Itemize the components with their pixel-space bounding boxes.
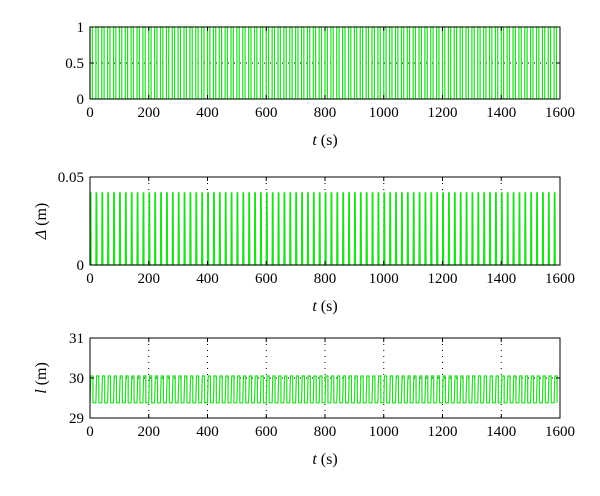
panel-3-xtick-label-1200: 1200 [428, 424, 458, 440]
panel-1-xtick-label-1000: 1000 [369, 105, 399, 121]
panel-3-tick-labels: 0 200 400 600 800 1000 1200 1400 1600 29 30 31 [69, 331, 575, 440]
panel-2-xtick-label-400: 400 [196, 271, 219, 287]
panel-1-xtick-label-800: 800 [314, 105, 337, 121]
panel-2-xtick-label-1600: 1600 [545, 271, 575, 287]
panel-3-xtick-label-600: 600 [255, 424, 278, 440]
panel-3-xlabel: t (s) [312, 451, 337, 468]
panel-1-xlabel: t (s) [312, 132, 337, 149]
panel-1-xtick-label-200: 200 [138, 105, 161, 121]
panel-1-xtick-label-1400: 1400 [486, 105, 516, 121]
panel-2-xtick-label-0: 0 [86, 271, 94, 287]
panel-3-ylabel: l (m) [33, 362, 50, 394]
panel-2-xtick-label-1400: 1400 [486, 271, 516, 287]
panel-2-xlabel: t (s) [312, 298, 337, 315]
panel-3-ytick-label-30: 30 [69, 371, 84, 387]
panel-2-tick-labels: 0 200 400 600 800 1000 1200 1400 1600 0 0.05 [58, 170, 575, 287]
panel-3-xtick-label-400: 400 [196, 424, 219, 440]
panel-1-ticks [89, 26, 561, 100]
panel-2-xtick-label-200: 200 [138, 271, 161, 287]
panel-2-xtick-label-1000: 1000 [369, 271, 399, 287]
panel-3-ytick-label-29: 29 [69, 411, 84, 427]
panel-1-xtick-label-600: 600 [255, 105, 278, 121]
panel-1-xtick-label-400: 400 [196, 105, 219, 121]
panel-1-xtick-label-1600: 1600 [545, 105, 575, 121]
panel-3-series-line [89, 375, 558, 404]
panel-3-xtick-label-0: 0 [86, 424, 94, 440]
panel-2-series-line [89, 192, 558, 266]
panel-1-tick-labels: 0 200 400 600 800 1000 1200 1400 1600 0 0.5 1 [65, 20, 575, 121]
panel-3: 0 200 400 600 800 1000 1200 1400 1600 29 30 31 t (s… [33, 331, 575, 468]
panel-1-xtick-label-0: 0 [86, 105, 94, 121]
panel-1-ytick-label-0.5: 0.5 [65, 56, 84, 72]
panel-3-xtick-label-800: 800 [314, 424, 337, 440]
panel-3-xtick-label-1400: 1400 [486, 424, 516, 440]
panel-3-xtick-label-1000: 1000 [369, 424, 399, 440]
panel-2: 0 200 400 600 800 1000 1200 1400 1600 0 0.05 t (s)… [33, 170, 575, 315]
panel-3-ytick-label-31: 31 [69, 331, 84, 347]
panel-2-xtick-label-800: 800 [314, 271, 337, 287]
panel-3-grid [90, 338, 560, 418]
panel-1: 0 200 400 600 800 1000 1200 1400 1600 0 0.5 1 t (s) [65, 20, 575, 149]
panel-3-xtick-label-1600: 1600 [545, 424, 575, 440]
panel-2-ytick-label-0.05: 0.05 [58, 170, 84, 186]
panel-1-series-line [89, 26, 558, 100]
panel-2-xtick-label-1200: 1200 [428, 271, 458, 287]
panel-2-xtick-label-600: 600 [255, 271, 278, 287]
panel-1-xtick-label-1200: 1200 [428, 105, 458, 121]
panel-3-xtick-label-200: 200 [138, 424, 161, 440]
panel-1-ytick-label-0: 0 [77, 92, 85, 108]
panel-2-ylabel: Δ (m) [33, 203, 50, 241]
panel-3-ticks [89, 337, 561, 419]
panel-1-ytick-label-1: 1 [77, 20, 85, 36]
panel-2-ytick-label-0: 0 [77, 258, 85, 274]
panel-2-ticks [89, 176, 561, 266]
